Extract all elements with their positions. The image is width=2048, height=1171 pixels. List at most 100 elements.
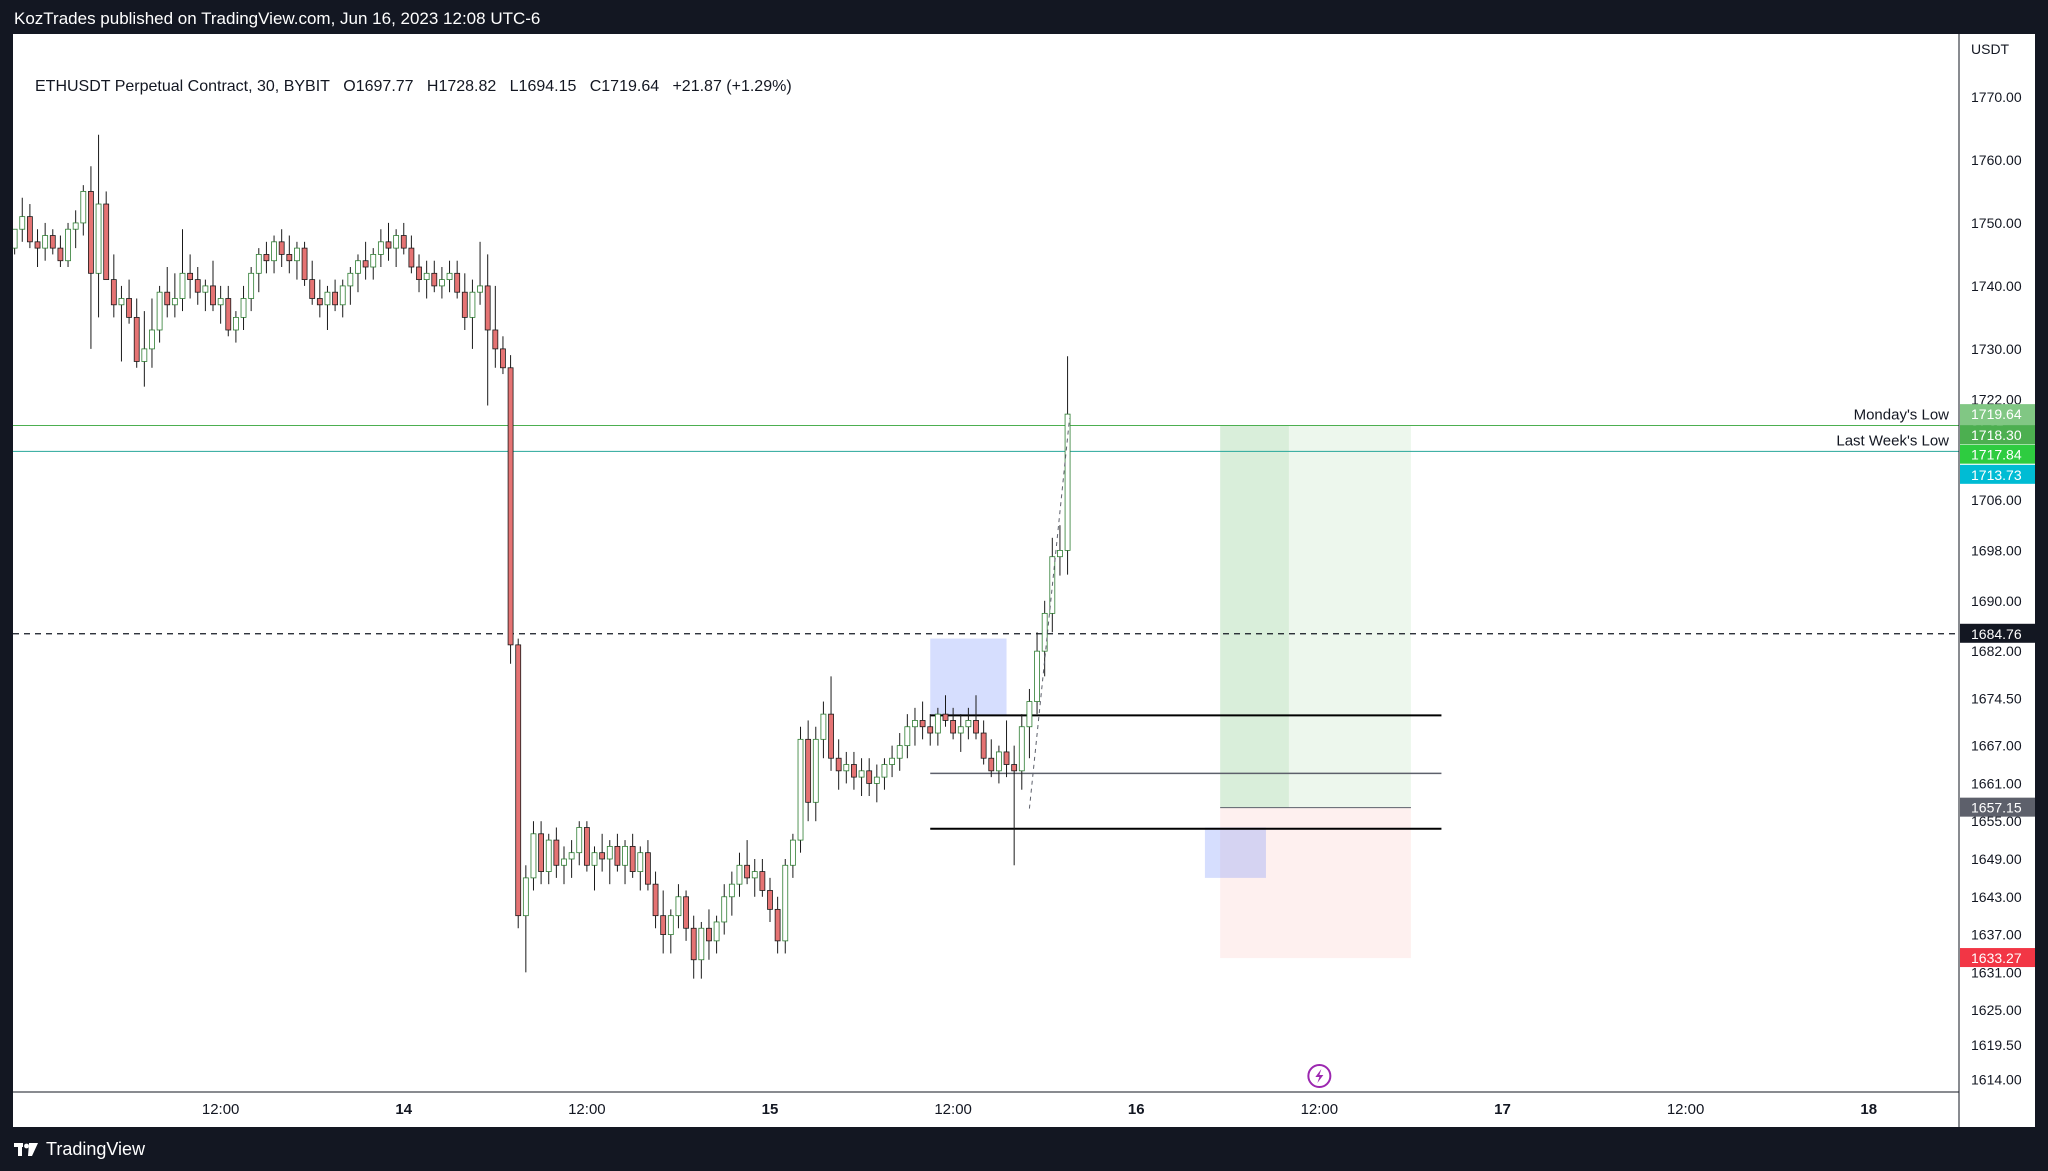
currency-label: USDT (1971, 41, 2010, 57)
candle-up (179, 272, 186, 299)
candle-up (713, 921, 720, 942)
tradingview-brand: TradingView (46, 1139, 146, 1159)
candle-down (316, 298, 323, 306)
projection-line (1028, 418, 1071, 809)
candle-down (225, 298, 232, 331)
tradingview-logo[interactable]: TradingView (14, 1139, 145, 1160)
candle-down (828, 713, 834, 759)
candle-up (904, 726, 911, 747)
time-tick-label: 12:00 (1667, 1101, 1705, 1118)
lightning-icon (1315, 1069, 1324, 1083)
candle-up (522, 877, 529, 917)
candle-down (309, 279, 316, 299)
candle-up (797, 738, 804, 841)
candle-up (606, 845, 613, 860)
candle-down (110, 279, 117, 306)
candle-down (431, 272, 438, 287)
price-label-bg (1960, 444, 2035, 464)
candle-up (881, 764, 888, 778)
candle-down (133, 316, 140, 362)
price-tick-label: 1631.00 (1971, 964, 2022, 980)
candle-up (1034, 650, 1040, 702)
imbalance-box[interactable] (1204, 827, 1266, 878)
candle-down (408, 247, 415, 268)
candle-up (202, 285, 209, 293)
candle-up (561, 858, 567, 866)
candle-up (240, 298, 247, 318)
candle-up (889, 757, 895, 765)
candle-down (263, 254, 270, 262)
price-label-bg (1960, 948, 2035, 968)
candle-up (232, 316, 239, 331)
price-label: 1713.73 (1971, 467, 2022, 483)
candle-down (187, 272, 194, 281)
long-position-profit-zone[interactable] (1220, 425, 1411, 808)
ohlc-high: H1728.82 (426, 78, 497, 95)
candle-up (149, 329, 155, 350)
candle-down (690, 927, 697, 961)
candle-down (538, 833, 544, 872)
candle-up (996, 751, 1002, 772)
price-tick-label: 1637.00 (1971, 927, 2022, 943)
series-legend: ETHUSDT Perpetual Contract, 30, BYBIT O1… (35, 78, 792, 96)
candle-up (698, 927, 705, 961)
candle-down (866, 770, 873, 784)
candle-up (118, 298, 125, 306)
candle-down (553, 839, 560, 866)
candle-up (965, 720, 972, 728)
candle-up (812, 738, 819, 803)
candle-up (1064, 413, 1071, 551)
candle-up (80, 191, 87, 224)
candle-up (339, 285, 346, 306)
price-label: 1633.27 (1971, 950, 2022, 966)
candle-up (591, 852, 598, 866)
candle-down (416, 266, 422, 281)
candle-up (19, 216, 26, 230)
long-position-profit-zone-active (1220, 425, 1289, 808)
price-tick-label: 1614.00 (1971, 1071, 2022, 1087)
price-tick-label: 1770.00 (1971, 89, 2022, 105)
candle-down (988, 757, 995, 772)
time-tick-label: 12:00 (1301, 1101, 1339, 1118)
candle-up (873, 776, 880, 784)
level-label: Last Week's Low (1836, 432, 1949, 449)
time-tick-label: 15 (762, 1101, 779, 1118)
candle-up (423, 272, 430, 281)
candle-up (675, 896, 682, 917)
candle-up (637, 852, 644, 872)
price-label: 1684.76 (1971, 626, 2022, 642)
candle-down (34, 241, 41, 249)
price-label: 1719.64 (1971, 406, 2022, 422)
candle-down (286, 254, 293, 262)
candle-down (1003, 751, 1010, 765)
candle-down (583, 827, 590, 866)
candle-down (26, 216, 33, 243)
long-position-loss-zone[interactable] (1220, 807, 1411, 959)
candle-down (278, 241, 285, 255)
price-tick-label: 1682.00 (1971, 643, 2022, 659)
candle-down (49, 235, 56, 249)
price-label-bg (1960, 464, 2035, 484)
candle-up (530, 833, 537, 879)
ohlc-close: C1719.64 (589, 78, 660, 95)
price-tick-label: 1750.00 (1971, 215, 2022, 231)
candle-up (820, 713, 827, 740)
chart-frame[interactable]: Monday's Low Last Week's Low USDT 1770.00 17… (13, 34, 2035, 1127)
candle-up (858, 770, 865, 778)
time-tick-label: 17 (1494, 1101, 1511, 1118)
candle-up (789, 839, 796, 866)
candle-up (1018, 726, 1025, 772)
candle-up (477, 285, 483, 293)
candle-down (851, 764, 857, 778)
candle-down (706, 927, 712, 942)
price-label-bg (1960, 425, 2035, 445)
candle-up (171, 298, 178, 306)
price-tick-label: 1649.00 (1971, 851, 2022, 867)
candle-down (164, 291, 171, 306)
price-tick-label: 1661.00 (1971, 775, 2022, 791)
imbalance-box[interactable] (930, 638, 1007, 717)
candle-down (759, 871, 766, 891)
time-tick-label: 16 (1128, 1101, 1145, 1118)
candle-up (751, 871, 758, 879)
candlestick-chart[interactable]: Monday's Low Last Week's Low USDT 1770.00 17… (13, 34, 2035, 1127)
